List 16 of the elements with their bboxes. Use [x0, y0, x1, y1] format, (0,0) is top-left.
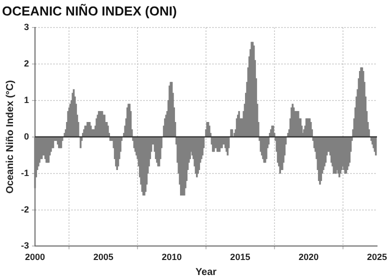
x-tick-label: 2020 — [298, 252, 319, 262]
y-tick-label: 3 — [24, 22, 29, 32]
y-axis-title: Oceanic Niño Index (°C) — [4, 80, 16, 194]
chart-title: OCEANIC NIÑO INDEX (ONI) — [2, 3, 177, 18]
y-tick-label: 2 — [24, 58, 29, 69]
x-tick-label: 2005 — [93, 252, 114, 262]
y-tick-label: -1 — [20, 168, 29, 178]
x-tick-label: 2000 — [24, 252, 46, 262]
y-tick-label: 0 — [24, 131, 29, 142]
x-tick-label: 2025 — [366, 252, 388, 262]
y-tick-label: -2 — [20, 204, 29, 214]
x-tick-label: 2015 — [230, 252, 250, 262]
y-tick-label: 1 — [24, 94, 29, 105]
y-tick-label: -3 — [20, 240, 29, 251]
x-tick-label: 2010 — [162, 252, 182, 262]
x-axis-title: Year — [195, 266, 217, 278]
